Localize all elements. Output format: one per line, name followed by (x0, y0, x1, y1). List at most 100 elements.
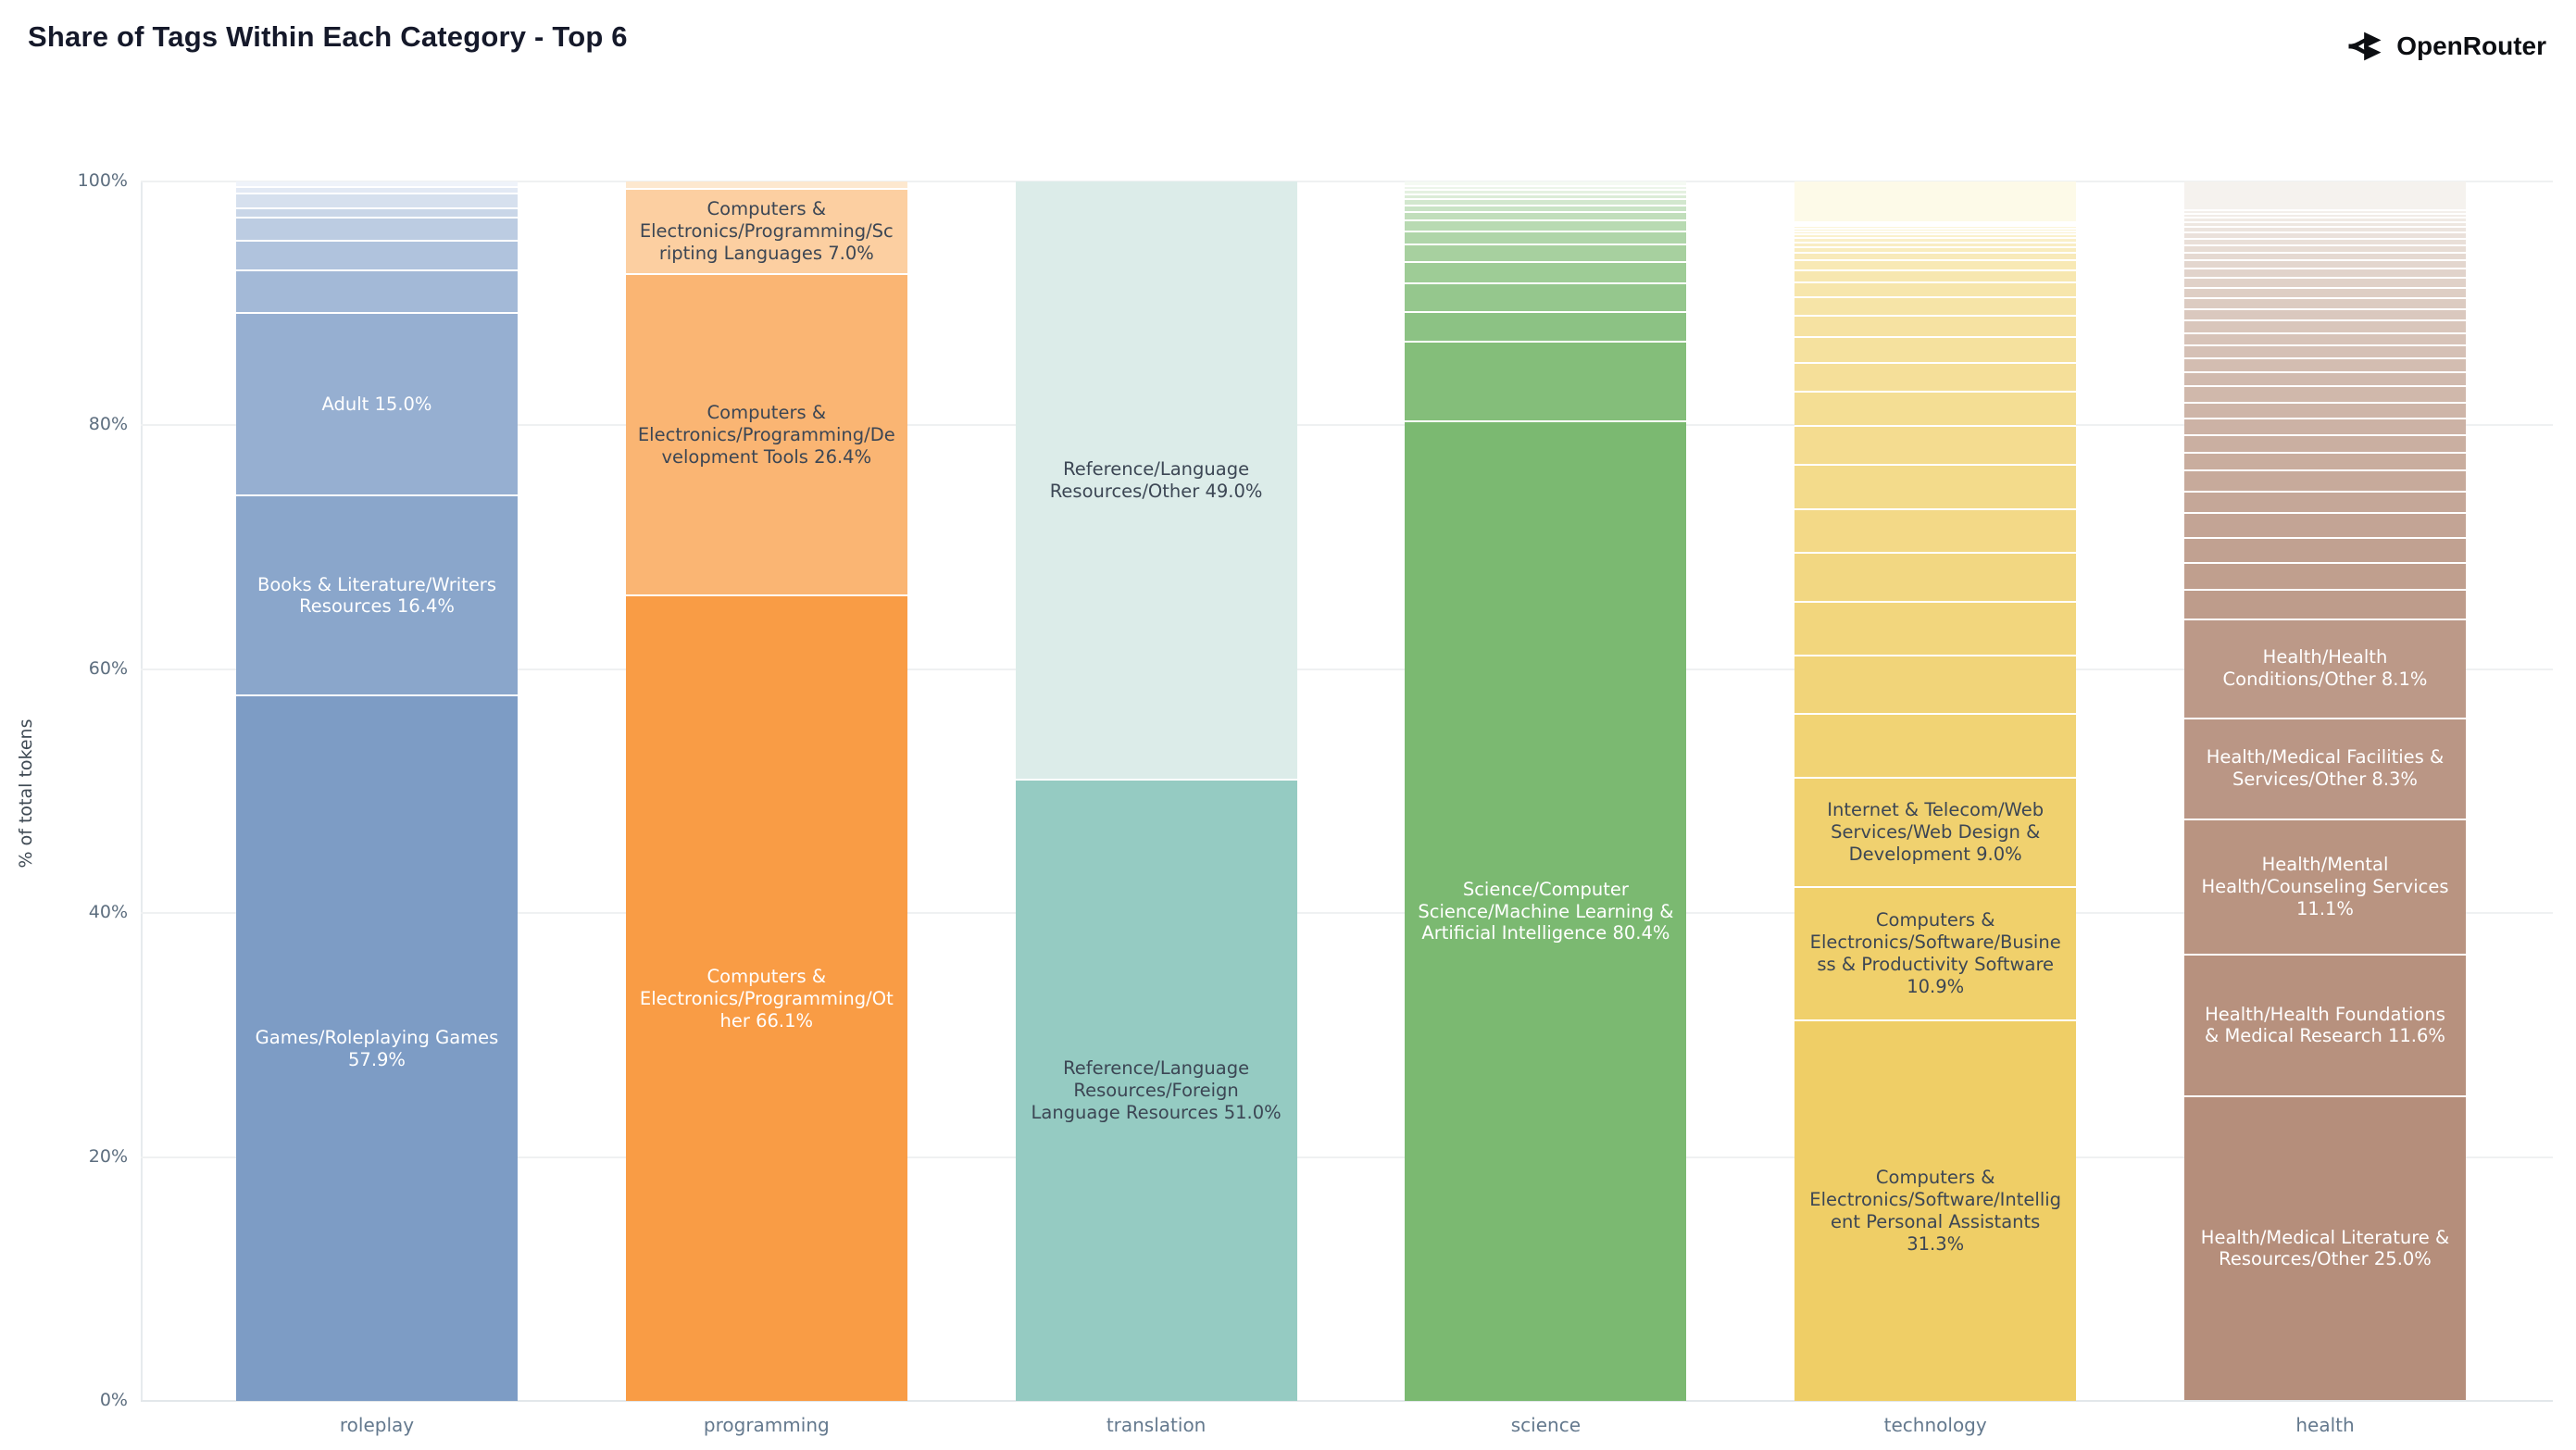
bar-segment (1794, 552, 2077, 601)
h-gridline (141, 668, 2553, 670)
h-gridline (141, 181, 2553, 182)
bar-segment (236, 181, 518, 187)
bar-segment: Computers & Electronics/Software/Busines… (1794, 886, 2077, 1019)
bar-segment (2184, 231, 2466, 238)
y-tick-label: 0% (99, 1390, 128, 1410)
y-axis-title: % of total tokens (16, 719, 36, 869)
bar-segment (1794, 295, 2077, 315)
segment-label: Games/Roleplaying Games 57.9% (255, 1026, 499, 1070)
bar-segment (2184, 490, 2466, 513)
y-tick-label: 60% (88, 657, 128, 679)
bar-technology: Internet & Telecom/Web Services/Web Desi… (1794, 181, 2077, 1401)
bar-segment (1794, 228, 2077, 231)
bar-segment (1794, 269, 2077, 281)
bar-segment (1405, 341, 1687, 421)
bar-translation: Reference/Language Resources/Other 49.0%… (1015, 181, 1297, 1401)
page-title: Share of Tags Within Each Category - Top… (28, 20, 628, 53)
bar-segment (2184, 259, 2466, 269)
segment-label: Adult 15.0% (321, 393, 432, 415)
bar-segment (2184, 401, 2466, 418)
bar-segment: Science/Computer Science/Machine Learnin… (1405, 420, 1687, 1401)
h-gridline (141, 1156, 2553, 1158)
bar-segment (2184, 370, 2466, 386)
bar-segment (2184, 251, 2466, 260)
openrouter-logo-icon (2348, 31, 2382, 61)
bar-segment: Computers & Electronics/Software/Intelli… (1794, 1019, 2077, 1401)
bar-segment (1794, 425, 2077, 465)
y-tick-label: 40% (88, 902, 128, 923)
bar-segment (2184, 512, 2466, 537)
bar-segment (1405, 188, 1687, 194)
brand-lockup: OpenRouter (2346, 28, 2546, 65)
x-tick-label-science: science (1510, 1414, 1582, 1436)
bar-segment (1405, 204, 1687, 211)
x-axis-baseline (141, 1400, 2553, 1402)
segment-label: Reference/Language Resources/Other 49.0% (1049, 457, 1263, 502)
bar-roleplay: Adult 15.0% Books & Literature/Writers Re… (236, 181, 518, 1401)
bar-segment (2184, 417, 2466, 435)
bar-segment (2184, 562, 2466, 590)
bar-segment: Reference/Language Resources/Other 49.0% (1015, 181, 1297, 780)
segment-label: Computers & Electronics/Programming/Othe… (639, 966, 894, 1031)
segment-label: Health/Health Foundations & Medical Rese… (2205, 1003, 2445, 1047)
bar-segment (2184, 181, 2466, 210)
x-tick-label-roleplay: roleplay (339, 1414, 415, 1436)
bar-segment (236, 186, 518, 193)
bar-segment (2184, 307, 2466, 320)
bar-programming: Computers & Electronics/Programming/Scri… (625, 181, 907, 1401)
bar-segment (1405, 230, 1687, 244)
bar-segment (1794, 232, 2077, 237)
y-tick-label: 20% (88, 1145, 128, 1167)
bar-segment (2184, 434, 2466, 452)
bar-science: Science/Computer Science/Machine Learnin… (1405, 181, 1687, 1401)
bar-segment (1794, 336, 2077, 362)
segment-label: Computers & Electronics/Software/Busines… (1809, 909, 2061, 997)
bar-segment (2184, 268, 2466, 278)
bar-segment (1405, 282, 1687, 311)
bar-segment (1794, 225, 2077, 229)
segment-label: Books & Literature/Writers Resources 16.… (256, 573, 496, 618)
segment-label: Health/Medical Facilities & Services/Oth… (2206, 746, 2445, 791)
bar-segment (1794, 252, 2077, 260)
bar-segment (1405, 198, 1687, 205)
bar-segment (1405, 260, 1687, 283)
y-axis-spine (141, 181, 143, 1401)
bar-segment (2184, 277, 2466, 287)
bar-segment (1794, 464, 2077, 508)
bar-segment (625, 181, 907, 188)
bar-segment (2184, 226, 2466, 231)
bar-segment: Computers & Electronics/Programming/Deve… (625, 272, 907, 595)
bar-segment: Health/Mental Health/Counseling Services… (2184, 818, 2466, 955)
bar-segment: Internet & Telecom/Web Services/Web Desi… (1794, 776, 2077, 887)
bar-segment: Health/Health Foundations & Medical Rese… (2184, 954, 2466, 1095)
segment-label: Computers & Electronics/Software/Intelli… (1809, 1167, 2062, 1255)
segment-label: Health/Mental Health/Counseling Services… (2201, 854, 2449, 919)
bar-segment (2184, 331, 2466, 344)
bar-segment (236, 240, 518, 269)
bar-segment (2184, 357, 2466, 371)
x-tick-label-translation: translation (1106, 1414, 1207, 1436)
bar-segment (236, 217, 518, 241)
bar-segment (1405, 219, 1687, 231)
bar-segment (1794, 507, 2077, 553)
bar-segment (236, 269, 518, 312)
segment-label: Science/Computer Science/Machine Learnin… (1418, 878, 1674, 944)
bar-segment (2184, 344, 2466, 358)
bar-segment: Health/Medical Literature & Resources/Ot… (2184, 1094, 2466, 1401)
bar-segment (1794, 361, 2077, 392)
h-gridline (141, 424, 2553, 427)
bar-segment (236, 206, 518, 218)
bar-segment (2184, 217, 2466, 221)
h-gridline (141, 912, 2553, 915)
bar-segment (2184, 209, 2466, 214)
bar-segment (2184, 589, 2466, 619)
segment-label: Computers & Electronics/Programming/Deve… (637, 401, 895, 468)
bar-segment: Books & Literature/Writers Resources 16.… (236, 494, 518, 695)
x-tick-label-health: health (2295, 1414, 2355, 1436)
x-tick-label-technology: technology (1883, 1414, 1987, 1436)
segment-label: Health/Health Conditions/Other 8.1% (2222, 646, 2428, 691)
bar-segment (1794, 391, 2077, 426)
bar-segment: Health/Medical Facilities & Services/Oth… (2184, 717, 2466, 819)
segment-label: Reference/Language Resources/Foreign Lan… (1031, 1057, 1282, 1124)
